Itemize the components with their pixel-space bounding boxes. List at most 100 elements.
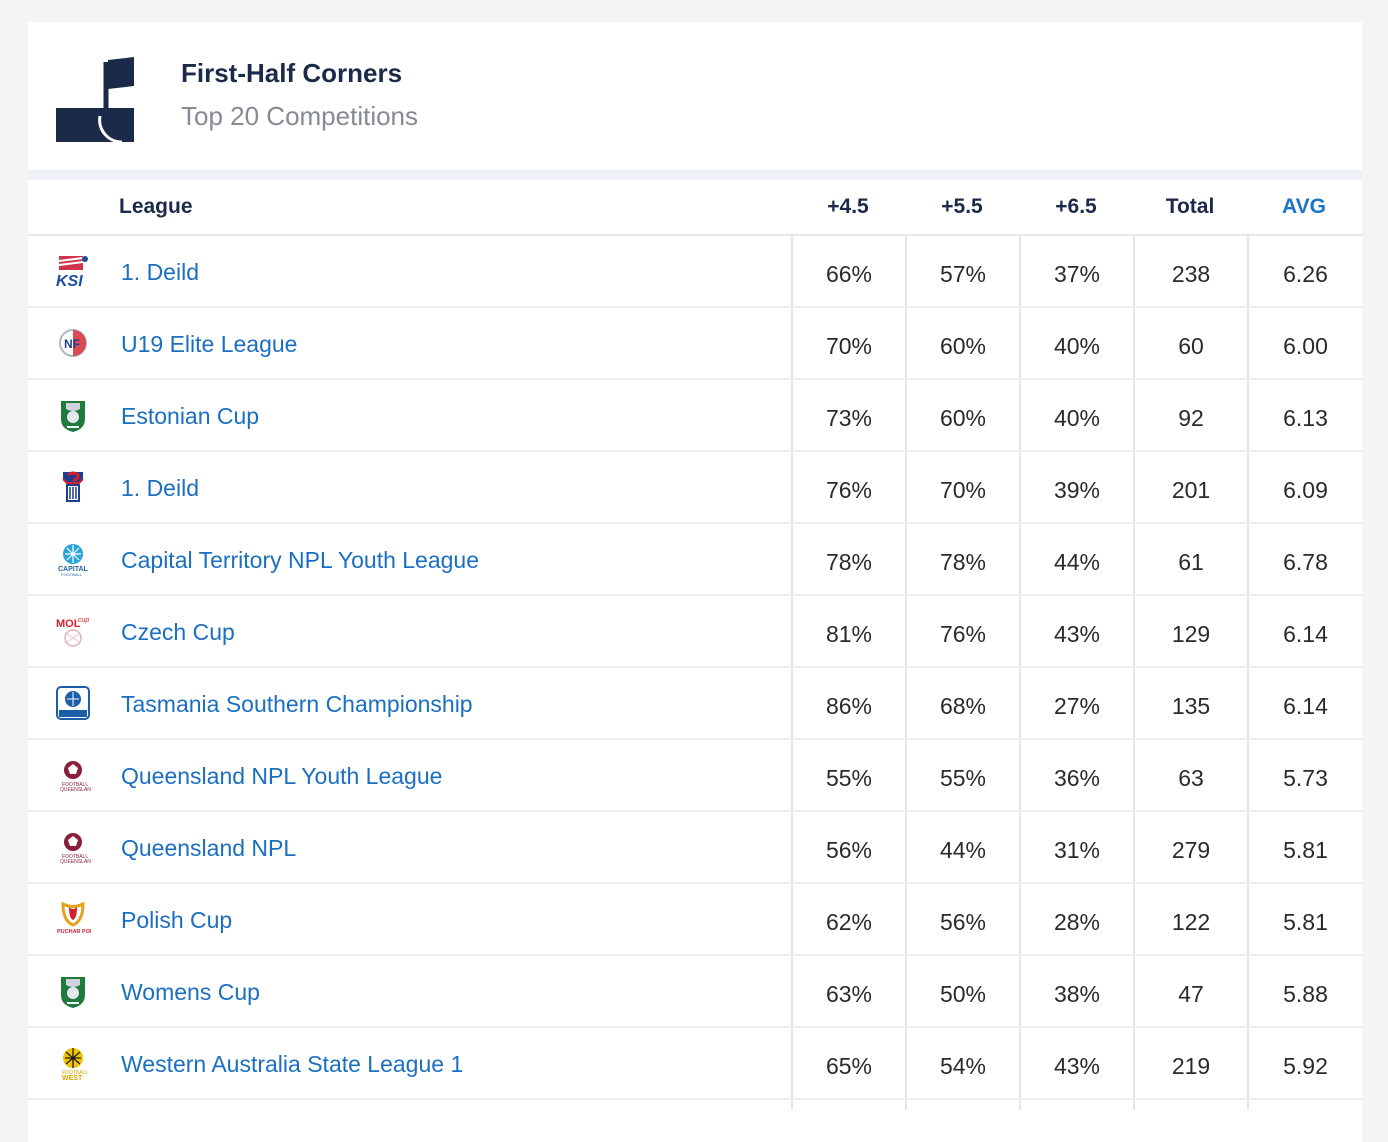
cell-total: 122 xyxy=(1133,884,1247,954)
column-header-over-4-5[interactable]: +4.5 xyxy=(827,195,869,218)
cell-over-5-5: 70% xyxy=(905,452,1019,522)
league-link[interactable]: U19 Elite League xyxy=(121,331,298,357)
table-row[interactable]: FOOTBALLQUEENSLAND Queensland NPL 56%44%31… xyxy=(28,812,1362,884)
cell-over-4-5: 78% xyxy=(791,524,905,594)
column-header-avg[interactable]: AVG xyxy=(1282,195,1326,218)
cell-over-4-5: 81% xyxy=(791,596,905,666)
cell-over-4-5: 70% xyxy=(791,308,905,378)
card-subtitle: Top 20 Competitions xyxy=(181,101,419,131)
cell-total: 219 xyxy=(1133,1028,1247,1098)
svg-text:FOOTBALL: FOOTBALL xyxy=(62,854,88,860)
football-queensland-logo-icon: FOOTBALLQUEENSLAND xyxy=(55,757,95,793)
cell-over-5-5: 76% xyxy=(905,596,1019,666)
cell-over-6-5: 37% xyxy=(1019,236,1133,306)
card-title: First-Half Corners xyxy=(181,58,403,88)
cell-over-6-5: 43% xyxy=(1019,596,1133,666)
table-row[interactable]: Womens Cup 63% 50% 38% 47 5.88 xyxy=(28,956,1362,1028)
cell-over-4-5: 56% xyxy=(791,812,905,882)
cell-over-5-5: 50% xyxy=(905,956,1019,1026)
cell-over-4-5: 76% xyxy=(791,452,905,522)
polish-cup-logo-icon: PUCHAR POLSKI xyxy=(55,901,103,937)
table-row[interactable]: Estonian Cup 73% 60% 40% 92 6.13 xyxy=(28,380,1362,452)
svg-text:FOOTBALL: FOOTBALL xyxy=(62,782,88,788)
cell-avg: 6.09 xyxy=(1247,452,1362,522)
cell-avg: 5.92 xyxy=(1247,1028,1362,1098)
svg-text:NF: NF xyxy=(64,337,80,351)
football-queensland-logo-icon: FOOTBALLQUEENSLAND xyxy=(55,829,95,865)
svg-text:FOOTBALL: FOOTBALL xyxy=(61,572,83,577)
estonian-cup-logo-icon xyxy=(55,397,91,433)
cell-over-4-5: 63% xyxy=(791,956,905,1026)
table-body: KSI 1. Deild 66% 57% 37% 238 6.26 NF U19 Elite L… xyxy=(28,236,1362,1100)
cell-over-5-5: 55% xyxy=(905,740,1019,810)
league-link[interactable]: Womens Cup xyxy=(121,979,260,1005)
cell-total: 129 xyxy=(1133,596,1247,666)
league-link[interactable]: Estonian Cup xyxy=(121,403,260,429)
cell-over-4-5: 73% xyxy=(791,380,905,450)
table-row[interactable]: KSI 1. Deild 66% 57% 37% 238 6.26 xyxy=(28,236,1362,308)
cell-over-5-5: 56% xyxy=(905,884,1019,954)
svg-text:MOL: MOL xyxy=(56,618,81,630)
league-link[interactable]: Western Australia State League 1 xyxy=(121,1051,464,1077)
league-link[interactable]: Capital Territory NPL Youth League xyxy=(121,547,480,573)
table-row[interactable]: FOOTBALLQUEENSLAND Queensland NPL Youth L… xyxy=(28,740,1362,812)
faroe-fa-logo-icon xyxy=(55,469,91,505)
cell-over-6-5: 36% xyxy=(1019,740,1133,810)
cell-total: 92 xyxy=(1133,380,1247,450)
svg-text:cup: cup xyxy=(78,617,89,624)
league-link[interactable]: Queensland NPL Youth League xyxy=(121,763,443,789)
ksi-logo-icon: KSI xyxy=(55,253,91,290)
card-header: First-Half Corners Top 20 Competitions xyxy=(28,22,1362,170)
cell-over-6-5: 40% xyxy=(1019,308,1133,378)
column-header-over-6-5[interactable]: +6.5 xyxy=(1055,195,1097,218)
cell-over-4-5: 66% xyxy=(791,236,905,306)
table-row-partial xyxy=(28,1100,1362,1110)
cell-avg: 6.14 xyxy=(1247,668,1362,738)
league-link[interactable]: Polish Cup xyxy=(121,907,233,933)
column-header-total[interactable]: Total xyxy=(1165,195,1215,218)
table-row[interactable]: FOOTBALL WEST Western Australia State Leag… xyxy=(28,1028,1362,1100)
cell-over-5-5: 57% xyxy=(905,236,1019,306)
womens-cup-logo-icon xyxy=(55,973,91,1009)
cell-over-5-5: 44% xyxy=(905,812,1019,882)
corner-flag-icon xyxy=(56,57,134,142)
cell-over-6-5: 44% xyxy=(1019,524,1133,594)
cell-over-6-5: 39% xyxy=(1019,452,1133,522)
table-row[interactable]: CAPITAL FOOTBALL Capital Territory NPL You… xyxy=(28,524,1362,596)
table-row[interactable]: NF U19 Elite League 70% 60% 40% 60 6.00 xyxy=(28,308,1362,380)
svg-text:PUCHAR POLSKI: PUCHAR POLSKI xyxy=(57,929,91,935)
league-link[interactable]: Tasmania Southern Championship xyxy=(121,691,473,717)
cell-over-5-5: 60% xyxy=(905,308,1019,378)
column-header-league[interactable]: League xyxy=(119,195,193,218)
nff-logo-icon: NF xyxy=(55,325,91,361)
cell-over-5-5: 60% xyxy=(905,380,1019,450)
cell-total: 201 xyxy=(1133,452,1247,522)
league-link[interactable]: Czech Cup xyxy=(121,619,235,645)
cell-avg: 6.14 xyxy=(1247,596,1362,666)
cell-over-6-5: 27% xyxy=(1019,668,1133,738)
competitions-table: League +4.5 +5.5 +6.5 Total AVG KSI 1. De… xyxy=(28,180,1362,1110)
cell-over-6-5: 31% xyxy=(1019,812,1133,882)
cell-avg: 6.78 xyxy=(1247,524,1362,594)
league-link[interactable]: 1. Deild xyxy=(121,259,199,285)
svg-text:FOOTBALL: FOOTBALL xyxy=(62,1070,88,1076)
svg-text:QUEENSLAND: QUEENSLAND xyxy=(60,859,91,865)
cell-over-5-5: 54% xyxy=(905,1028,1019,1098)
cell-over-4-5: 55% xyxy=(791,740,905,810)
league-link[interactable]: Queensland NPL xyxy=(121,835,297,861)
cell-over-6-5: 28% xyxy=(1019,884,1133,954)
table-row[interactable]: MOL cup Czech Cup 81% 76% 43% 129 6.14 xyxy=(28,596,1362,668)
svg-text:CAPITAL: CAPITAL xyxy=(58,566,89,573)
cell-over-6-5: 38% xyxy=(1019,956,1133,1026)
cell-total: 279 xyxy=(1133,812,1247,882)
cell-avg: 6.13 xyxy=(1247,380,1362,450)
column-header-over-5-5[interactable]: +5.5 xyxy=(941,195,983,218)
table-row[interactable]: Tasmania Southern Championship 86% 68% 27% 1… xyxy=(28,668,1362,740)
league-link[interactable]: 1. Deild xyxy=(121,475,199,501)
cell-total: 60 xyxy=(1133,308,1247,378)
cell-over-4-5: 62% xyxy=(791,884,905,954)
cell-over-6-5: 43% xyxy=(1019,1028,1133,1098)
cell-total: 238 xyxy=(1133,236,1247,306)
table-row[interactable]: 1. Deild 76% 70% 39% 201 6.09 xyxy=(28,452,1362,524)
